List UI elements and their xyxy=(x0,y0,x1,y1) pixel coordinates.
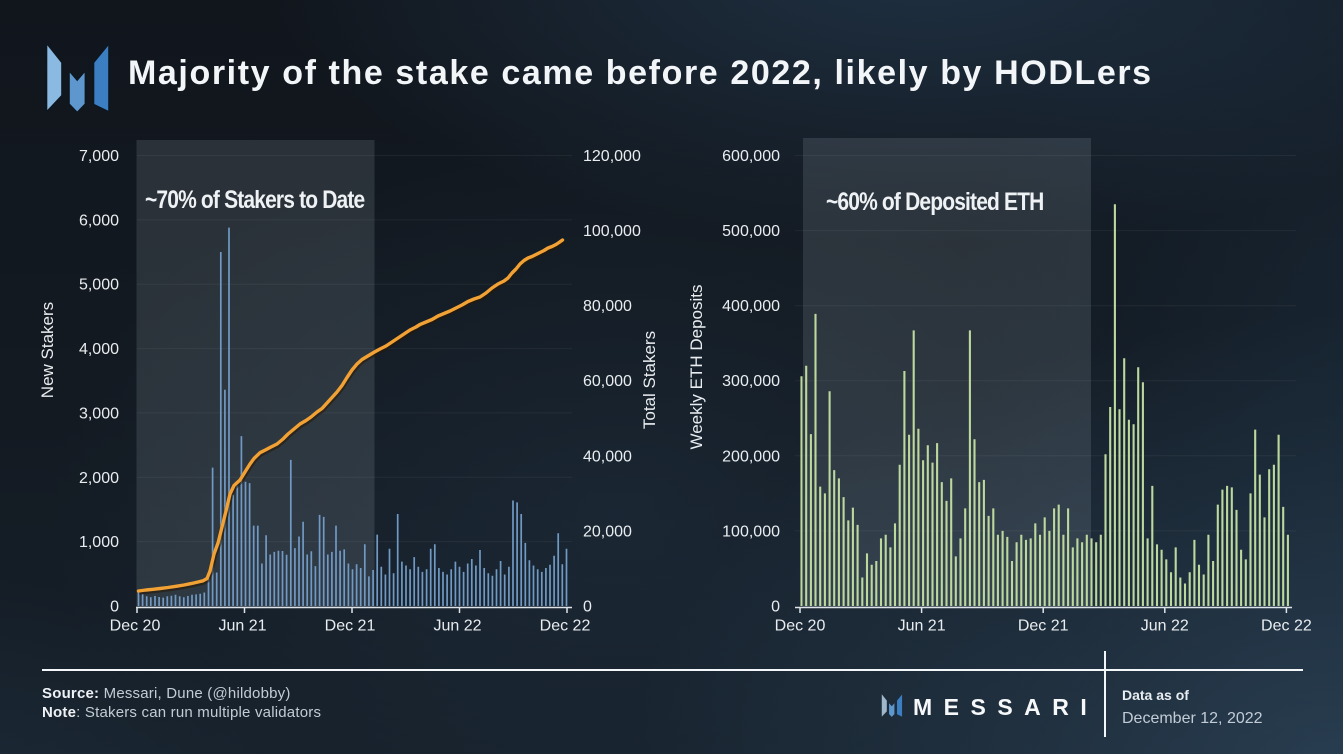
svg-text:400,000: 400,000 xyxy=(722,298,780,315)
svg-text:0: 0 xyxy=(583,599,592,616)
svg-text:80,000: 80,000 xyxy=(583,298,632,315)
svg-text:6,000: 6,000 xyxy=(79,212,119,229)
svg-text:20,000: 20,000 xyxy=(583,523,632,540)
svg-text:Dec 21: Dec 21 xyxy=(325,618,376,635)
svg-text:Dec 22: Dec 22 xyxy=(540,618,591,635)
svg-text:Dec 22: Dec 22 xyxy=(1261,618,1312,635)
svg-text:Total Stakers: Total Stakers xyxy=(640,331,659,429)
svg-text:Jun 21: Jun 21 xyxy=(218,618,266,635)
svg-text:2,000: 2,000 xyxy=(79,470,119,487)
svg-text:300,000: 300,000 xyxy=(722,373,780,390)
svg-text:7,000: 7,000 xyxy=(79,148,119,165)
svg-text:600,000: 600,000 xyxy=(722,148,780,165)
svg-text:0: 0 xyxy=(771,599,780,616)
svg-text:500,000: 500,000 xyxy=(722,223,780,240)
svg-text:4,000: 4,000 xyxy=(79,341,119,358)
svg-text:0: 0 xyxy=(110,599,119,616)
svg-text:New Stakers: New Stakers xyxy=(38,302,57,398)
svg-text:40,000: 40,000 xyxy=(583,448,632,465)
svg-text:5,000: 5,000 xyxy=(79,277,119,294)
svg-text:1,000: 1,000 xyxy=(79,534,119,551)
svg-text:3,000: 3,000 xyxy=(79,405,119,422)
svg-text:Jun 22: Jun 22 xyxy=(433,618,481,635)
svg-text:200,000: 200,000 xyxy=(722,448,780,465)
svg-text:60,000: 60,000 xyxy=(583,373,632,390)
svg-text:Dec 20: Dec 20 xyxy=(110,618,161,635)
svg-text:Dec 20: Dec 20 xyxy=(775,618,826,635)
svg-text:Dec 21: Dec 21 xyxy=(1018,618,1069,635)
svg-text:100,000: 100,000 xyxy=(722,523,780,540)
svg-text:120,000: 120,000 xyxy=(583,148,641,165)
svg-text:Jun 21: Jun 21 xyxy=(898,618,946,635)
svg-text:Weekly ETH Deposits: Weekly ETH Deposits xyxy=(687,284,706,449)
svg-text:Jun 22: Jun 22 xyxy=(1141,618,1189,635)
svg-text:100,000: 100,000 xyxy=(583,223,641,240)
